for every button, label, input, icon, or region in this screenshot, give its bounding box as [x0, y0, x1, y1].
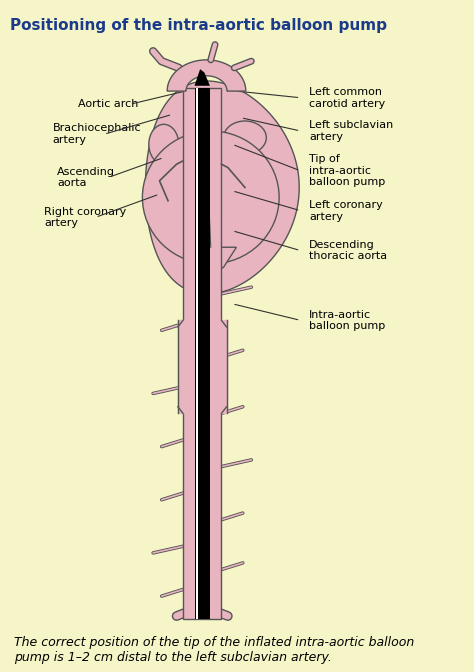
Text: Brachiocephalic
artery: Brachiocephalic artery [53, 124, 141, 145]
Polygon shape [146, 81, 299, 294]
Text: Aortic arch: Aortic arch [78, 99, 139, 110]
Ellipse shape [142, 131, 279, 264]
Text: Positioning of the intra-aortic balloon pump: Positioning of the intra-aortic balloon … [10, 18, 387, 33]
FancyBboxPatch shape [196, 88, 198, 620]
Text: Right coronary
artery: Right coronary artery [44, 206, 127, 228]
Text: Descending
thoracic aorta: Descending thoracic aorta [309, 240, 387, 261]
FancyBboxPatch shape [183, 88, 221, 620]
Polygon shape [178, 321, 227, 413]
Polygon shape [185, 247, 237, 277]
Text: Left coronary
artery: Left coronary artery [309, 200, 383, 222]
Text: Left subclavian
artery: Left subclavian artery [309, 120, 393, 142]
Ellipse shape [224, 121, 266, 155]
Text: Intra-aortic
balloon pump: Intra-aortic balloon pump [309, 310, 385, 331]
Text: Left common
carotid artery: Left common carotid artery [309, 87, 385, 109]
Text: The correct position of the tip of the inflated intra-aortic balloon
pump is 1–2: The correct position of the tip of the i… [14, 636, 414, 664]
FancyBboxPatch shape [194, 88, 210, 620]
Text: Tip of
intra-aortic
balloon pump: Tip of intra-aortic balloon pump [309, 155, 385, 187]
Ellipse shape [149, 124, 179, 164]
Text: Ascending
aorta: Ascending aorta [57, 167, 115, 188]
Polygon shape [194, 69, 210, 86]
Polygon shape [167, 60, 246, 91]
